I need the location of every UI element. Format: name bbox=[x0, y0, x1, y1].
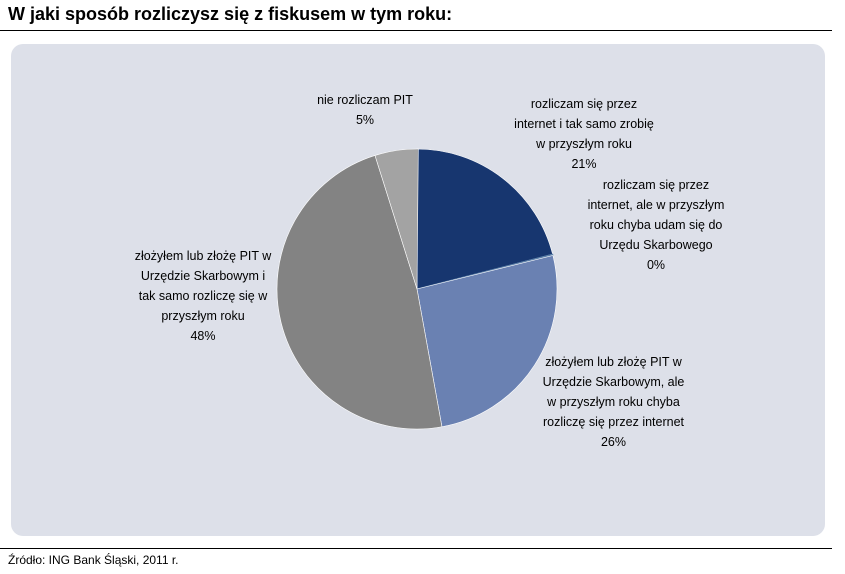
bottom-divider bbox=[0, 548, 832, 549]
source-note: Źródło: ING Bank Śląski, 2011 r. bbox=[8, 553, 179, 567]
slice-label-internet-same: rozliczam się przez internet i tak samo … bbox=[514, 97, 654, 171]
slice-label-no-pit: nie rozliczam PIT 5% bbox=[317, 93, 413, 127]
chart-title: W jaki sposób rozliczysz się z fiskusem … bbox=[8, 4, 453, 24]
pie-slice-office-then-internet bbox=[416, 255, 558, 428]
pie-slice-internet-same bbox=[416, 148, 553, 290]
slice-label-internet-then-office: rozliczam się przez internet, ale w przy… bbox=[587, 178, 725, 272]
slice-label-office-same: złożyłem lub złożę PIT w Urzędzie Skarbo… bbox=[134, 249, 272, 343]
pie-slice-office-same bbox=[276, 155, 443, 430]
top-divider bbox=[0, 30, 832, 31]
slice-label-office-then-internet: złożyłem lub złożę PIT w Urzędzie Skarbo… bbox=[542, 355, 685, 449]
pie-slice-no-pit bbox=[374, 148, 419, 290]
